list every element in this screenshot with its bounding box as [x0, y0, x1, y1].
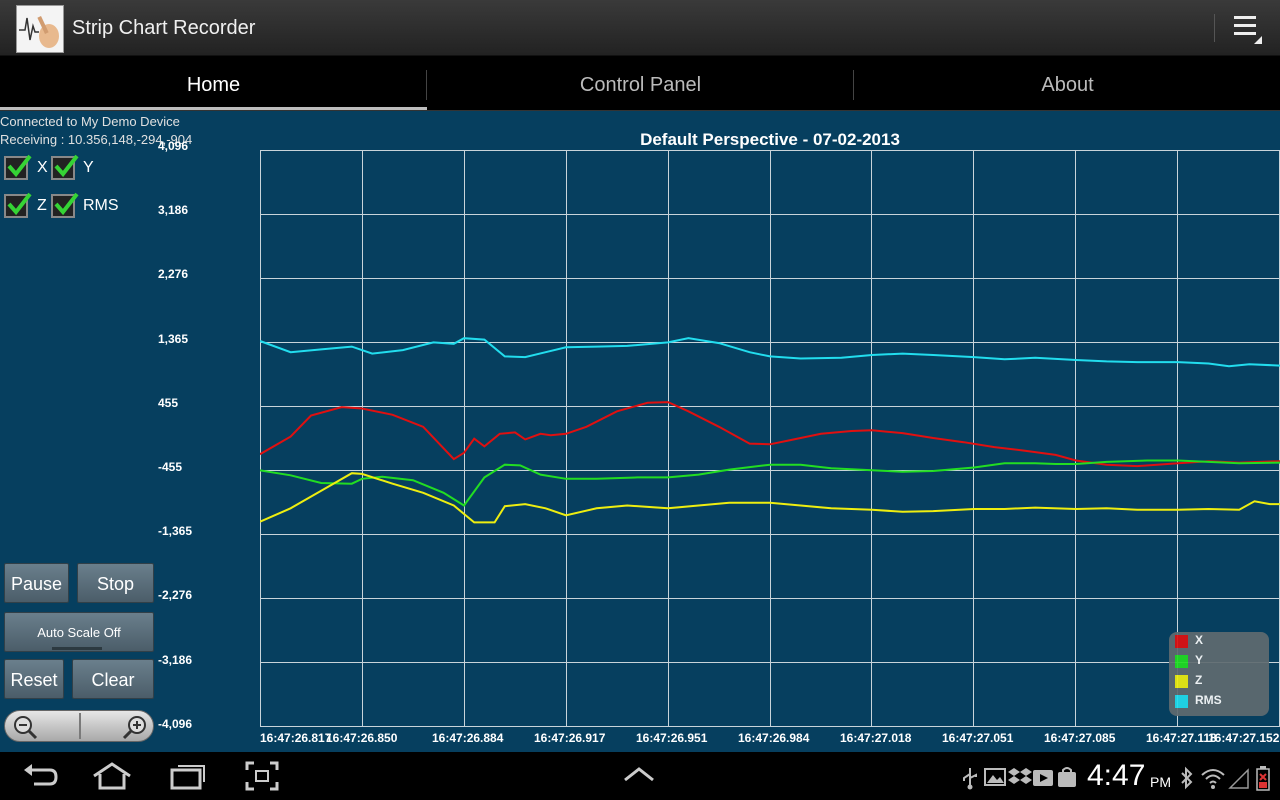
reset-button[interactable]: Reset: [4, 659, 64, 699]
bluetooth-icon: [1180, 766, 1194, 795]
y-tick-label: 455: [158, 396, 178, 410]
checkbox-y-label: Y: [83, 159, 94, 177]
tab-about-label: About: [1041, 74, 1093, 96]
checkbox-z[interactable]: [4, 194, 28, 218]
shopping-bag-icon: [1056, 766, 1078, 793]
action-bar-divider: [1214, 14, 1215, 42]
checkbox-rms-label: RMS: [83, 197, 119, 215]
checkbox-z-label: Z: [37, 197, 47, 215]
battery-icon: [1256, 766, 1270, 797]
tab-about[interactable]: About: [854, 56, 1280, 112]
x-tick-label: 16:47:26.984: [738, 731, 809, 745]
legend-swatch: [1175, 635, 1188, 648]
tab-home-label: Home: [187, 74, 240, 96]
check-icon: [52, 152, 80, 180]
system-navigation-bar: 4:47 PM: [0, 752, 1280, 800]
back-icon[interactable]: [20, 760, 60, 797]
app-icon[interactable]: [16, 5, 64, 53]
y-tick-label: 1,365: [158, 332, 188, 346]
y-tick-label: -3,186: [158, 653, 192, 667]
y-tick-label: 3,186: [158, 203, 188, 217]
connection-status: Connected to My Demo Device: [0, 114, 180, 129]
gallery-icon: [984, 766, 1006, 793]
zoom-divider: [79, 713, 81, 739]
signal-icon: [1228, 766, 1250, 795]
zoom-in-icon[interactable]: [117, 713, 151, 741]
legend-label: RMS: [1195, 693, 1222, 707]
x-tick-label: 16:47:26.884: [432, 731, 503, 745]
play-store-icon: [1032, 766, 1054, 793]
x-tick-label: 16:47:27.152: [1208, 731, 1279, 745]
auto-scale-button[interactable]: Auto Scale Off: [4, 612, 154, 652]
home-icon[interactable]: [90, 760, 134, 797]
wifi-icon: [1200, 766, 1226, 795]
checkbox-y[interactable]: [51, 156, 75, 180]
chart-title: Default Perspective - 07-02-2013: [260, 130, 1280, 150]
x-tick-label: 16:47:26.917: [534, 731, 605, 745]
check-icon: [5, 152, 33, 180]
clock-time: 4:47: [1087, 759, 1145, 793]
x-tick-label: 16:47:27.085: [1044, 731, 1115, 745]
legend-swatch: [1175, 655, 1188, 668]
action-bar: Strip Chart Recorder: [0, 0, 1280, 56]
recent-apps-icon[interactable]: [168, 760, 208, 797]
tab-control-panel-label: Control Panel: [580, 74, 701, 96]
screenshot-icon[interactable]: [244, 760, 280, 797]
overflow-menu-icon[interactable]: [1226, 10, 1266, 46]
y-tick-label: -2,276: [158, 588, 192, 602]
tab-home[interactable]: Home: [0, 56, 427, 112]
app-title: Strip Chart Recorder: [72, 17, 255, 40]
x-tick-label: 16:47:27.018: [840, 731, 911, 745]
chevron-up-icon[interactable]: [622, 764, 656, 789]
x-tick-label: 16:47:26.850: [326, 731, 397, 745]
x-tick-label: 16:47:27.118: [1146, 731, 1217, 745]
tab-bar: Home Control Panel About: [0, 56, 1280, 112]
checkbox-x[interactable]: [4, 156, 28, 180]
zoom-control: [4, 710, 154, 742]
legend-label: Z: [1195, 673, 1202, 687]
chart-plot-area[interactable]: [260, 150, 1280, 728]
dropbox-icon: [1008, 766, 1032, 793]
y-tick-label: -1,365: [158, 524, 192, 538]
check-icon: [52, 190, 80, 218]
y-tick-label: 4,096: [158, 139, 188, 153]
clear-button[interactable]: Clear: [72, 659, 154, 699]
clock-ampm: PM: [1150, 774, 1171, 790]
legend-swatch: [1175, 675, 1188, 688]
y-tick-label: 2,276: [158, 267, 188, 281]
main-content: Connected to My Demo Device Receiving : …: [0, 111, 1280, 752]
y-tick-label: -455: [158, 460, 182, 474]
chart-legend: X Y Z RMS: [1169, 632, 1269, 716]
x-tick-label: 16:47:27.051: [942, 731, 1013, 745]
zoom-out-icon[interactable]: [9, 713, 43, 741]
legend-label: Y: [1195, 653, 1203, 667]
checkbox-rms[interactable]: [51, 194, 75, 218]
checkbox-x-label: X: [37, 159, 48, 177]
auto-scale-indicator: [52, 647, 102, 650]
usb-icon: [960, 766, 980, 795]
y-tick-label: -4,096: [158, 717, 192, 731]
legend-label: X: [1195, 633, 1203, 647]
legend-swatch: [1175, 695, 1188, 708]
stop-button[interactable]: Stop: [77, 563, 154, 603]
check-icon: [5, 190, 33, 218]
tab-control-panel[interactable]: Control Panel: [427, 56, 854, 112]
pause-button[interactable]: Pause: [4, 563, 69, 603]
x-tick-label: 16:47:26.817: [260, 731, 331, 745]
x-tick-label: 16:47:26.951: [636, 731, 707, 745]
